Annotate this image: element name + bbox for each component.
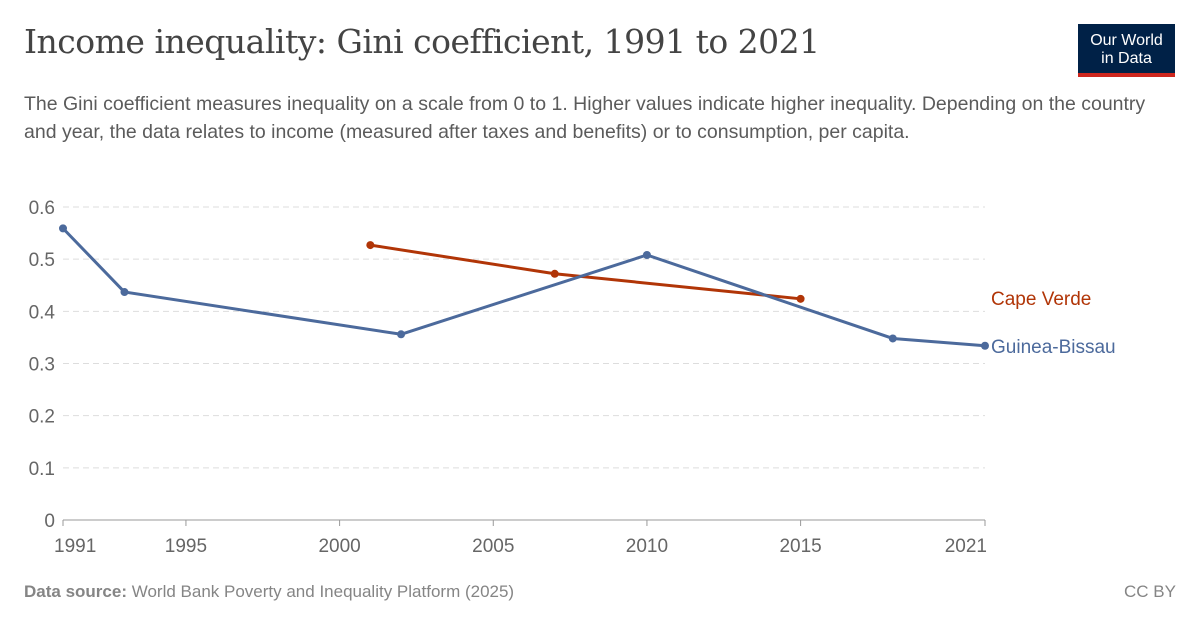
y-tick-label: 0 [44, 511, 55, 532]
y-tick-label: 0.4 [29, 302, 56, 323]
data-point [59, 224, 67, 233]
x-tick-label: 2021 [945, 536, 987, 557]
data-point [550, 269, 559, 278]
y-tick-label: 0.6 [29, 198, 55, 219]
logo-line-2: in Data [1101, 50, 1152, 67]
y-tick-label: 0.3 [29, 355, 55, 376]
owid-logo[interactable]: Our World in Data [1078, 24, 1175, 77]
data-point [397, 330, 406, 339]
logo-line-1: Our World [1090, 32, 1163, 49]
chart-subtitle: The Gini coefficient measures inequality… [24, 93, 1146, 143]
x-tick-label: 1991 [54, 536, 96, 557]
data-point [642, 250, 651, 259]
chart-title: Income inequality: Gini coefficient, 199… [24, 22, 820, 61]
data-point [796, 294, 805, 303]
series-line [370, 243, 801, 301]
data-point [120, 288, 129, 297]
data-source: Data source: World Bank Poverty and Ineq… [24, 582, 514, 602]
x-tick-label: 2015 [779, 536, 821, 557]
y-tick-label: 0.1 [29, 459, 55, 480]
series-line [61, 227, 986, 348]
x-tick-label: 2010 [626, 536, 668, 557]
x-tick-label: 2005 [472, 536, 514, 557]
source-label: Data source: [24, 582, 127, 601]
data-point [366, 241, 375, 250]
license[interactable]: CC BY [1124, 582, 1176, 601]
y-tick-label: 0.5 [29, 250, 55, 271]
data-point [981, 341, 989, 350]
source-text[interactable]: World Bank Poverty and Inequality Platfo… [131, 582, 515, 601]
x-tick-label: 2000 [318, 536, 360, 557]
x-tick-label: 1995 [165, 536, 207, 557]
series-label: Cape Verde [991, 289, 1091, 310]
data-point [888, 334, 897, 343]
y-tick-label: 0.2 [29, 407, 55, 428]
series-label: Guinea-Bissau [991, 337, 1116, 358]
